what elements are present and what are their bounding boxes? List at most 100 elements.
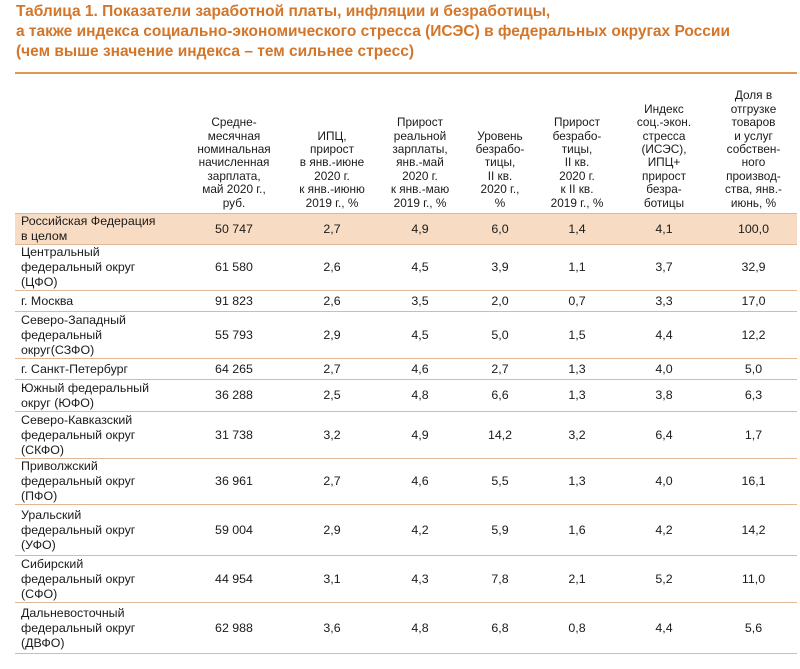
real-wage-growth-cell: 4,8	[376, 379, 464, 412]
table-header-row: Средне- месячная номинальная начисленная…	[15, 82, 797, 214]
unemployment-growth-cell: 1,3	[536, 379, 618, 412]
shipment-share-cell: 5,6	[710, 602, 797, 654]
region-cell: Сибирский федеральный округ (СФО)	[15, 555, 180, 603]
region-cell: Уральский федеральный округ (УФО)	[15, 504, 180, 556]
column-header-unemployment: Уровень безрабо- тицы, II кв. 2020 г., %	[475, 128, 525, 210]
real-wage-growth-cell: 4,5	[376, 244, 464, 291]
region-cell: г. Санкт-Петербург	[15, 358, 180, 380]
unemployment-growth-cell: 1,3	[536, 358, 618, 380]
unemployment-cell: 2,7	[464, 358, 536, 380]
stress-index-cell: 3,3	[618, 290, 710, 312]
region-cell: Центральный федеральный округ (ЦФО)	[15, 244, 180, 291]
title-divider	[15, 72, 797, 74]
stress-index-cell: 4,4	[618, 311, 710, 359]
salary-cell: 44 954	[180, 555, 288, 603]
real-wage-growth-cell: 3,5	[376, 290, 464, 312]
table-row: Дальневосточный федеральный округ (ДВФО)…	[15, 602, 797, 654]
region-cell: Дальневосточный федеральный округ (ДВФО)	[15, 602, 180, 654]
cpi-cell: 2,7	[288, 213, 376, 245]
unemployment-cell: 14,2	[464, 411, 536, 459]
unemployment-growth-cell: 0,7	[536, 290, 618, 312]
stress-index-cell: 4,1	[618, 213, 710, 245]
unemployment-cell: 7,8	[464, 555, 536, 603]
stress-index-cell: 4,2	[618, 504, 710, 556]
unemployment-growth-cell: 1,3	[536, 458, 618, 505]
salary-cell: 59 004	[180, 504, 288, 556]
column-header-salary: Средне- месячная номинальная начисленная…	[197, 115, 271, 210]
stress-index-cell: 3,8	[618, 379, 710, 412]
stress-index-cell: 3,7	[618, 244, 710, 291]
unemployment-cell: 2,0	[464, 290, 536, 312]
unemployment-cell: 3,9	[464, 244, 536, 291]
real-wage-growth-cell: 4,5	[376, 311, 464, 359]
stress-index-cell: 4,4	[618, 602, 710, 654]
cpi-cell: 2,9	[288, 311, 376, 359]
unemployment-growth-cell: 3,2	[536, 411, 618, 459]
region-cell: Северо-Кавказский федеральный округ (СКФ…	[15, 411, 180, 459]
unemployment-cell: 5,9	[464, 504, 536, 556]
unemployment-cell: 6,0	[464, 213, 536, 245]
region-cell: Российская Федерация в целом	[15, 213, 180, 245]
stats-table: Средне- месячная номинальная начисленная…	[15, 82, 797, 654]
table-title: Таблица 1. Показатели заработной платы, …	[16, 2, 796, 62]
cpi-cell: 2,6	[288, 244, 376, 291]
shipment-share-cell: 14,2	[710, 504, 797, 556]
title-line-2: а также индекса социально-экономического…	[16, 23, 730, 40]
unemployment-cell: 5,0	[464, 311, 536, 359]
shipment-share-cell: 100,0	[710, 213, 797, 245]
unemployment-cell: 6,8	[464, 602, 536, 654]
unemployment-growth-cell: 0,8	[536, 602, 618, 654]
column-header-region	[15, 82, 180, 214]
unemployment-growth-cell: 1,1	[536, 244, 618, 291]
unemployment-growth-cell: 1,4	[536, 213, 618, 245]
unemployment-growth-cell: 2,1	[536, 555, 618, 603]
stress-index-cell: 4,0	[618, 358, 710, 380]
cpi-cell: 3,6	[288, 602, 376, 654]
shipment-share-cell: 17,0	[710, 290, 797, 312]
shipment-share-cell: 1,7	[710, 411, 797, 459]
table-row: г. Москва 91 823 2,6 3,5 2,0 0,7 3,3 17,0	[15, 290, 797, 312]
table-row: г. Санкт-Петербург 64 265 2,7 4,6 2,7 1,3 4,0 5…	[15, 358, 797, 380]
salary-cell: 36 961	[180, 458, 288, 505]
salary-cell: 61 580	[180, 244, 288, 291]
real-wage-growth-cell: 4,6	[376, 458, 464, 505]
cpi-cell: 3,1	[288, 555, 376, 603]
salary-cell: 55 793	[180, 311, 288, 359]
table-row: Уральский федеральный округ (УФО) 59 004 2…	[15, 504, 797, 556]
stress-index-cell: 6,4	[618, 411, 710, 459]
unemployment-growth-cell: 1,5	[536, 311, 618, 359]
shipment-share-cell: 16,1	[710, 458, 797, 505]
real-wage-growth-cell: 4,9	[376, 411, 464, 459]
real-wage-growth-cell: 4,3	[376, 555, 464, 603]
shipment-share-cell: 5,0	[710, 358, 797, 380]
table-row: Российская Федерация в целом 50 747 2,7 4,9…	[15, 213, 797, 245]
title-line-3: (чем выше значение индекса – тем сильнее…	[16, 43, 414, 60]
column-header-real-wage-growth: Прирост реальной зарплаты, янв.-май 2020…	[390, 115, 450, 210]
title-line-1: Таблица 1. Показатели заработной платы, …	[16, 3, 551, 20]
stress-index-cell: 5,2	[618, 555, 710, 603]
column-header-stress-index: Индекс соц.-экон. стресса (ИСЭС), ИПЦ+ п…	[636, 101, 692, 210]
column-header-cpi: ИПЦ, прирост в янв.-июне 2020 г. к янв.-…	[299, 128, 365, 210]
unemployment-cell: 5,5	[464, 458, 536, 505]
salary-cell: 31 738	[180, 411, 288, 459]
salary-cell: 36 288	[180, 379, 288, 412]
shipment-share-cell: 11,0	[710, 555, 797, 603]
salary-cell: 64 265	[180, 358, 288, 380]
table-row: Центральный федеральный округ (ЦФО) 61 58…	[15, 244, 797, 291]
cpi-cell: 2,9	[288, 504, 376, 556]
shipment-share-cell: 32,9	[710, 244, 797, 291]
salary-cell: 91 823	[180, 290, 288, 312]
cpi-cell: 2,5	[288, 379, 376, 412]
table-row: Сибирский федеральный округ (СФО) 44 954 3…	[15, 555, 797, 603]
table-row: Северо-Западный федеральный округ(СЗФО) 5…	[15, 311, 797, 359]
cpi-cell: 2,7	[288, 458, 376, 505]
stress-index-cell: 4,0	[618, 458, 710, 505]
table-row: Южный федеральный округ (ЮФО) 36 288 2,5 4,…	[15, 379, 797, 412]
salary-cell: 62 988	[180, 602, 288, 654]
region-cell: Приволжский федеральный округ (ПФО)	[15, 458, 180, 505]
cpi-cell: 2,6	[288, 290, 376, 312]
region-cell: г. Москва	[15, 290, 180, 312]
table-row: Северо-Кавказский федеральный округ (СКФ…	[15, 411, 797, 459]
unemployment-growth-cell: 1,6	[536, 504, 618, 556]
real-wage-growth-cell: 4,6	[376, 358, 464, 380]
